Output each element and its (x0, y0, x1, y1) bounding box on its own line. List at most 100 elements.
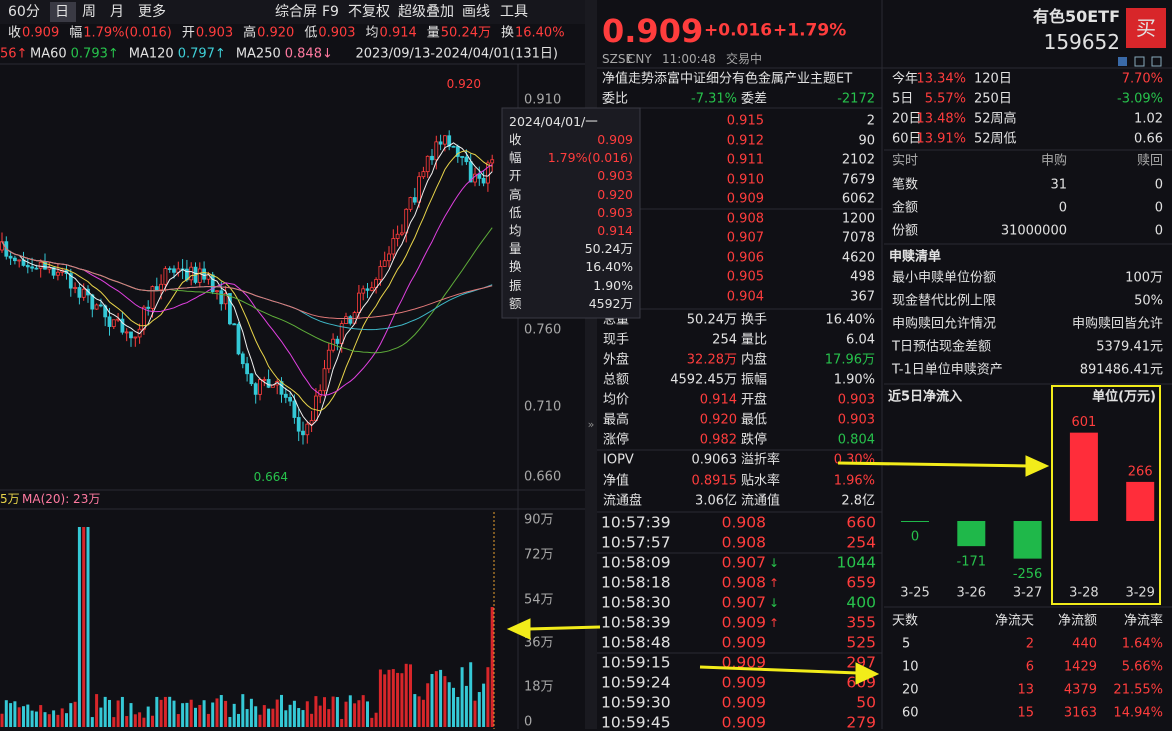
book-volume: 6062 (841, 191, 875, 207)
candle-body (481, 177, 486, 184)
toolbar-tool[interactable]: 不复权 (348, 4, 390, 20)
tooltip-date[interactable]: 2024/04/01/一 (509, 113, 598, 129)
nav-value: 2.8亿 (841, 493, 875, 509)
volume-bar (249, 698, 253, 727)
volume-bar (206, 713, 210, 727)
buy-button-bg[interactable] (1126, 8, 1166, 48)
tooltip-label[interactable]: 额 (509, 295, 522, 311)
stat-value: 254 (712, 332, 737, 348)
volume-bar (202, 700, 206, 727)
inflow-label: 0 (911, 530, 919, 545)
tooltip-value[interactable]: 0.914 (597, 222, 633, 238)
volume-bar (387, 669, 391, 727)
tooltip-value[interactable]: 1.90% (593, 277, 633, 293)
tooltip-label[interactable]: 均 (509, 222, 522, 238)
volume-bar (172, 700, 176, 727)
volume-bar (469, 662, 473, 727)
candle-body (77, 287, 82, 298)
candle-body (339, 323, 344, 344)
tooltip-label[interactable]: 量 (509, 240, 522, 256)
info-label: 幅 (69, 25, 83, 41)
volume-bar (396, 672, 400, 727)
period-label: 5日 (892, 91, 914, 107)
tooltip-value[interactable]: 4592万 (588, 295, 633, 311)
volume-bar (443, 676, 447, 727)
tooltip-label[interactable]: 收 (509, 131, 522, 147)
volume-bar (129, 703, 133, 727)
inflow-bar (957, 521, 986, 547)
candle-body (107, 316, 112, 327)
candle-body (468, 161, 473, 183)
tooltip-value[interactable]: 0.903 (597, 168, 633, 184)
toolbar-tool[interactable]: 超级叠加 (398, 4, 454, 20)
trade-price: 0.909 (721, 613, 766, 632)
volume-bar (482, 683, 486, 727)
toolbar-tool[interactable]: 工具 (500, 4, 528, 20)
tooltip-bg (501, 107, 641, 319)
candle-body (189, 266, 194, 281)
tooltip-label[interactable]: 振 (509, 277, 522, 293)
tooltip-label[interactable]: 换 (509, 259, 522, 275)
toolbar-period[interactable]: 更多 (138, 4, 166, 20)
toolbar-period[interactable]: 日 (55, 4, 69, 20)
info-value: 0.903 (318, 25, 356, 41)
order-diff: -2172 (837, 91, 875, 107)
trade-volume: 50 (856, 693, 876, 712)
redemption-label: T日预估现金差额 (892, 339, 991, 355)
toolbar-period[interactable]: 月 (110, 4, 124, 20)
tooltip-value[interactable]: 50.24万 (584, 240, 633, 256)
candle-body (236, 323, 241, 355)
stat-value: 32.28万 (686, 352, 737, 368)
tooltip-label[interactable]: 高 (509, 186, 522, 202)
toolbar-period[interactable]: 60分 (8, 4, 40, 20)
candle-body (12, 257, 17, 262)
trade-price: 0.909 (721, 693, 766, 712)
trade-volume: 1044 (836, 553, 876, 572)
tooltip-label[interactable]: 低 (509, 204, 522, 220)
stat-label: 现手 (603, 332, 630, 348)
tooltip-label[interactable]: 开 (509, 168, 522, 184)
candle-body (378, 266, 383, 280)
stat-label: 量比 (741, 332, 768, 348)
volume-bar (323, 697, 326, 727)
buy-button[interactable]: 买 (1136, 16, 1156, 40)
tooltip-value[interactable]: 16.40% (585, 259, 633, 275)
volume-bar (439, 669, 443, 727)
candle-body (301, 430, 305, 436)
tooltip-value[interactable]: 1.79%(0.016) (547, 149, 633, 165)
candle-body (133, 336, 138, 339)
period-value: 13.48% (916, 111, 966, 127)
candle-body (167, 268, 172, 271)
volume-bar (258, 714, 262, 727)
period-label: 52周低 (974, 131, 1017, 147)
ma-value: 0.797↑ (177, 46, 226, 62)
book-price: 0.905 (726, 269, 764, 285)
tooltip-label[interactable]: 幅 (509, 149, 522, 165)
tooltip-value[interactable]: 0.920 (597, 186, 633, 202)
toolbar-period[interactable]: 周 (82, 4, 96, 20)
period-label: 120日 (974, 71, 1012, 87)
candle-body (154, 286, 159, 291)
tooltip-value[interactable]: 0.909 (597, 131, 633, 147)
candle-body (17, 259, 22, 262)
toolbar-tool[interactable]: 画线 (462, 4, 490, 20)
ma-value: 0.848↓ (284, 46, 333, 62)
flow-value: 5.66% (1121, 659, 1163, 675)
volume-bar (452, 687, 455, 727)
stat-label: 最高 (603, 412, 630, 428)
candle-body (408, 197, 413, 210)
volume-bar (60, 708, 64, 727)
candle-body (279, 381, 284, 395)
toolbar-tool[interactable]: 综合屏 (275, 4, 317, 20)
volume-axis-label: 72万 (524, 547, 554, 563)
tooltip-value[interactable]: 0.903 (597, 204, 633, 220)
trade-direction: ↓ (769, 596, 780, 610)
volume-bar (434, 671, 438, 727)
realtime-value: 0 (1154, 223, 1163, 239)
toolbar-tool[interactable]: F9 (322, 4, 339, 20)
info-label: 换 (500, 25, 514, 41)
candle-body (387, 253, 391, 262)
candle-body (434, 141, 439, 161)
volume-bar (159, 699, 163, 727)
candle-body (56, 271, 60, 276)
